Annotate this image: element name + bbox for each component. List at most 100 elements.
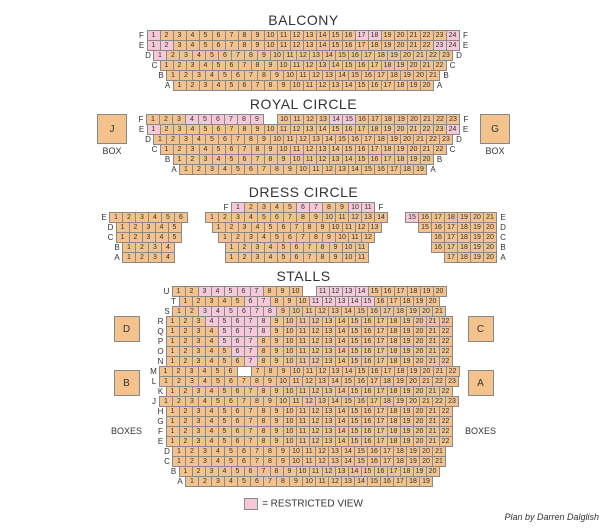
seat[interactable]: 16 [368,80,382,91]
seat[interactable]: 10 [302,476,316,487]
seat[interactable]: 16 [431,242,445,253]
seat[interactable]: 19 [407,80,421,91]
seat[interactable]: 14 [354,476,368,487]
seat[interactable]: 15 [355,80,369,91]
seat[interactable]: 3 [199,80,213,91]
seat[interactable]: 3 [148,252,162,263]
seat-row: 17181920A [445,252,509,263]
seat[interactable]: 10 [290,80,304,91]
seat[interactable]: 6 [244,164,258,175]
seat[interactable]: 1 [179,164,193,175]
seat[interactable]: 15 [367,476,381,487]
seat[interactable]: 16 [374,164,388,175]
seat[interactable]: 18 [394,80,408,91]
seat[interactable]: 5 [277,252,291,263]
row-label: B [440,71,452,80]
seat[interactable]: 1 [185,476,199,487]
seat[interactable]: 3 [205,164,219,175]
seat[interactable]: 4 [264,252,278,263]
seat[interactable]: 2 [186,80,200,91]
seat[interactable]: 4 [218,164,232,175]
section-title-dress: DRESS CIRCLE [8,184,599,200]
seat[interactable]: 4 [161,252,175,263]
seat[interactable]: 9 [329,252,343,263]
seat[interactable]: 11 [355,252,369,263]
box-seat[interactable]: C [468,316,494,342]
seat[interactable]: 9 [289,476,303,487]
seat[interactable]: 4 [212,80,226,91]
seat[interactable]: 13 [335,164,349,175]
box-seat[interactable]: G [480,114,510,144]
seat[interactable]: 15 [405,212,419,223]
seat[interactable]: 11 [315,476,329,487]
seat[interactable]: 16 [380,476,394,487]
seat[interactable]: 18 [457,252,471,263]
seat[interactable]: 11 [303,80,317,91]
seat[interactable]: 19 [419,476,433,487]
box-seat[interactable]: J [97,114,127,144]
seat[interactable]: 12 [316,80,330,91]
seat[interactable]: 17 [387,164,401,175]
seat[interactable]: 5 [237,476,251,487]
seat[interactable]: 13 [329,80,343,91]
box-seat[interactable]: A [468,370,494,396]
seat[interactable]: 10 [342,252,356,263]
seat[interactable]: 9 [277,80,291,91]
legend-swatch [244,498,258,510]
seat[interactable]: 6 [250,476,264,487]
seat[interactable]: 2 [192,164,206,175]
seat[interactable]: 18 [400,164,414,175]
seat[interactable]: 12 [328,476,342,487]
seat[interactable]: 15 [418,222,432,233]
seat[interactable]: 2 [135,252,149,263]
seat[interactable]: 2 [198,476,212,487]
seat[interactable]: 2 [238,252,252,263]
seat[interactable]: 15 [361,164,375,175]
seat[interactable]: 1 [122,252,136,263]
seat[interactable]: 8 [264,80,278,91]
seat[interactable]: 8 [270,164,284,175]
seat[interactable]: 13 [341,476,355,487]
seat[interactable]: 10 [296,164,310,175]
seat[interactable]: 8 [276,476,290,487]
seat[interactable]: 6 [238,80,252,91]
row-label: C [497,233,509,242]
row-label: E [460,125,472,134]
seat[interactable]: 7 [251,80,265,91]
section-title-stalls: STALLS [8,268,599,284]
seat[interactable]: 5 [225,80,239,91]
seat[interactable]: 6 [290,252,304,263]
seat[interactable]: 3 [251,252,265,263]
seat[interactable]: 7 [303,252,317,263]
seat-row: A12345678910111213141516171819 [174,476,433,487]
seat[interactable]: 8 [316,252,330,263]
seat[interactable]: 11 [309,164,323,175]
seat[interactable]: 1 [173,80,187,91]
seat[interactable]: 19 [470,252,484,263]
seat[interactable]: 12 [322,164,336,175]
seat[interactable]: 20 [420,80,434,91]
row-label: A [497,253,509,262]
credit: Plan by Darren Dalglish [8,512,599,522]
seat[interactable]: 7 [263,476,277,487]
seat[interactable]: 18 [406,476,420,487]
seat[interactable]: 20 [483,252,497,263]
seat[interactable]: 1 [225,252,239,263]
seat[interactable]: 5 [231,164,245,175]
seat[interactable]: 7 [257,164,271,175]
box-seat[interactable]: D [114,316,140,342]
seat[interactable]: 3 [211,476,225,487]
box-seat[interactable]: B [114,370,140,396]
seat[interactable]: 17 [393,476,407,487]
row-label: D [453,135,465,144]
row-label: D [497,223,509,232]
seat[interactable]: 14 [348,164,362,175]
seat[interactable]: 19 [413,164,427,175]
row-label: C [447,145,459,154]
seat[interactable]: 9 [283,164,297,175]
seat[interactable]: 17 [444,252,458,263]
seat[interactable]: 14 [342,80,356,91]
seat[interactable]: 17 [381,80,395,91]
seat[interactable]: 4 [224,476,238,487]
boxes-caption: BOXES [460,426,502,436]
